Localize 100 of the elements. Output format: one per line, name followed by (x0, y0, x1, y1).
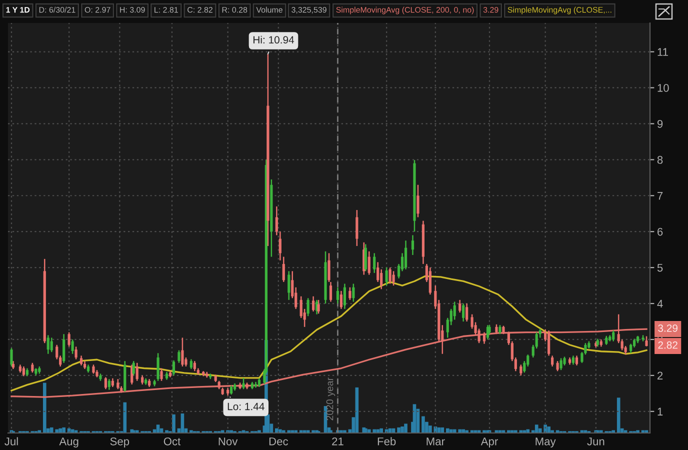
bar (616, 398, 620, 433)
bar (440, 427, 444, 433)
y-tick-label: 5 (657, 264, 663, 272)
x-tick-label: Sep (110, 437, 130, 448)
x-tick-label: Jun (587, 438, 604, 446)
candlestick (458, 299, 462, 314)
candlestick (428, 266, 432, 296)
bar (482, 430, 486, 433)
candlestick (388, 266, 392, 284)
candlestick (181, 337, 184, 368)
bar (38, 430, 42, 433)
data-label: 3.29 (658, 324, 678, 332)
bar (290, 430, 294, 433)
bar (400, 426, 404, 433)
candlestick (136, 362, 138, 382)
y-tick-label: 9 (657, 120, 663, 128)
bar (428, 426, 432, 433)
candlestick (352, 283, 355, 302)
bar (165, 430, 168, 433)
candlestick (416, 184, 420, 218)
candlestick (156, 352, 160, 382)
candlestick (68, 332, 70, 348)
bar (507, 430, 510, 433)
candlestick (275, 206, 278, 236)
bar (544, 424, 547, 433)
candlestick (385, 266, 388, 286)
candlestick (630, 343, 632, 354)
candlestick (556, 360, 559, 372)
candlestick (340, 290, 343, 310)
bar (465, 430, 468, 433)
x-tick-label: Feb (378, 437, 396, 446)
candlestick (178, 350, 180, 364)
candlestick (560, 358, 562, 371)
candlestick (466, 302, 468, 322)
x-tick-label: Dec (269, 438, 288, 446)
y-tick-label: 2 (658, 372, 663, 380)
x-tick-label: May (536, 438, 556, 448)
candlestick (80, 355, 83, 366)
y-tick-label: 4 (657, 300, 663, 308)
bar (422, 416, 425, 433)
bar (550, 430, 554, 433)
x-tick-label: Mar (426, 438, 445, 446)
candlestick (50, 337, 53, 353)
candlestick (108, 378, 110, 390)
candlestick (172, 360, 176, 376)
x-tick-label: Apr (480, 438, 498, 448)
candlestick (550, 355, 554, 368)
bar (58, 428, 62, 433)
bar (42, 382, 46, 433)
candlestick (364, 244, 367, 272)
y-tick-label: 6 (658, 228, 663, 236)
candlestick (62, 333, 66, 364)
bar (534, 424, 538, 433)
candlestick (317, 299, 320, 314)
candlestick (645, 336, 648, 347)
candlestick (392, 270, 395, 286)
candlestick (278, 230, 282, 261)
annotation: Hi: 10.94 (254, 36, 294, 44)
x-tick-label: Jul (4, 437, 18, 446)
candlestick (612, 330, 615, 342)
x-tick-label: 21 (332, 437, 344, 446)
candlestick (132, 360, 135, 376)
bar (397, 427, 400, 433)
candlestick (190, 358, 192, 370)
candlestick (71, 338, 74, 354)
y-tick-label: 8 (657, 156, 663, 164)
bar (329, 430, 332, 433)
candlestick (10, 348, 13, 368)
candlestick (193, 360, 196, 372)
candlestick (328, 252, 330, 283)
bar (380, 428, 383, 433)
bar (446, 428, 450, 433)
bar (547, 426, 550, 433)
candlestick (411, 234, 414, 256)
x-tick-label: Nov (218, 438, 238, 446)
candlestick (356, 209, 358, 247)
bar (343, 430, 346, 433)
candlestick (282, 256, 285, 283)
bar (62, 427, 66, 433)
bar (522, 430, 526, 433)
candlestick (343, 283, 346, 310)
candlestick (368, 250, 370, 276)
ref-line-label: 2020 year (326, 378, 336, 420)
candlestick (288, 270, 290, 301)
bar (123, 402, 127, 433)
candlestick (453, 301, 456, 320)
candlestick (575, 355, 578, 366)
x-tick-label: Oct (164, 437, 181, 446)
candlestick (116, 378, 120, 390)
annotation: Lo: 1.44 (228, 402, 264, 410)
bar (258, 430, 261, 433)
candlestick (306, 298, 310, 317)
candlestick (46, 334, 50, 354)
candlestick (104, 376, 108, 390)
bar (612, 430, 616, 433)
bar (340, 430, 343, 433)
candlestick (373, 252, 376, 274)
candlestick (329, 281, 332, 302)
bar (312, 430, 315, 433)
candlestick (462, 302, 465, 322)
